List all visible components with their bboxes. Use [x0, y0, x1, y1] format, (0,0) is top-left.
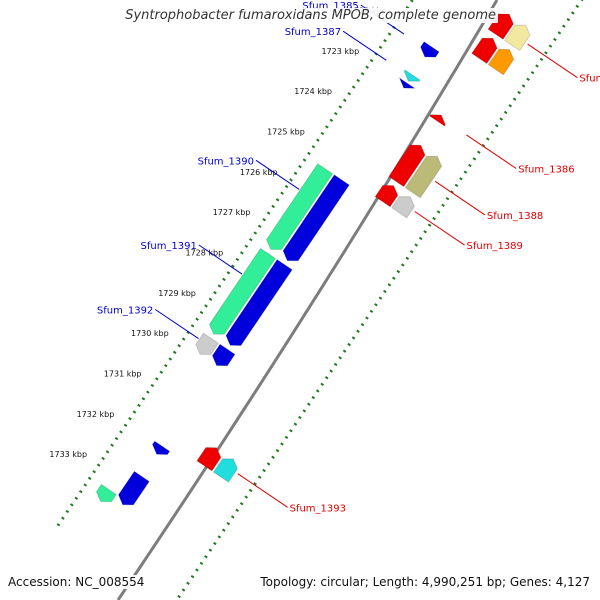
gene-label-sfum_1384[interactable]: Sfum_1384 [579, 74, 600, 85]
gene-label-sfum_1387[interactable]: Sfum_1387 [285, 27, 341, 38]
gene-g-1393-red[interactable] [196, 446, 222, 472]
kbp-tick-label: 1731 kbp [104, 370, 142, 379]
gene-features [95, 13, 531, 506]
callout-line [237, 473, 288, 508]
kbp-tick-label: 1730 kbp [131, 329, 169, 338]
genome-summary-text: Topology: circular; Length: 4,990,251 bp… [260, 575, 590, 589]
gene-g-1393-cyan[interactable] [212, 458, 239, 483]
kbp-tick-label: 1732 kbp [77, 410, 115, 419]
gene-g-1384-yellow[interactable] [504, 24, 531, 52]
kbp-tick-label: 1729 kbp [158, 289, 196, 298]
gene-g-1389-grey[interactable] [391, 196, 415, 219]
gene-label-sfum_1385[interactable]: Sfum_1385 [302, 1, 358, 12]
gene-label-sfum_1390[interactable]: Sfum_1390 [198, 156, 254, 167]
callout-line [342, 30, 387, 61]
callout-line [414, 211, 465, 246]
callout-line [198, 244, 243, 275]
kbp-tick-label: 1725 kbp [267, 128, 305, 137]
gene-label-sfum_1391[interactable]: Sfum_1391 [140, 241, 196, 252]
gene-g-1392-grey[interactable] [195, 332, 219, 356]
gene-g-1384b-red[interactable] [471, 37, 498, 65]
gene-label-sfum_1386[interactable]: Sfum_1386 [518, 165, 574, 176]
gene-g-1391-green[interactable] [208, 247, 277, 335]
kbp-tick-label: 1726 kbp [240, 168, 278, 177]
accession-text: Accession: NC_008554 [8, 575, 145, 589]
gene-label-sfum_1388[interactable]: Sfum_1388 [487, 211, 543, 222]
gene-g-1390-blue[interactable] [282, 174, 350, 262]
gene-g-1387-cyan[interactable] [403, 69, 421, 82]
gene-g-1390-green[interactable] [265, 163, 334, 251]
gene-g-1391-blue[interactable] [225, 258, 293, 347]
gene-g-1389-red[interactable] [374, 184, 399, 208]
gene-g-bottom-green[interactable] [95, 483, 117, 503]
kbp-tick-label: 1727 kbp [213, 208, 251, 217]
gene-g-1385[interactable] [420, 41, 440, 58]
gene-g-1384b-orange[interactable] [487, 48, 515, 76]
gene-g-1388-red[interactable] [388, 144, 426, 188]
kbp-tick-label: 1733 kbp [49, 450, 87, 459]
gene-g-bottom-blue[interactable] [117, 470, 150, 506]
gene-g-1386[interactable] [428, 114, 446, 127]
gene-g-1387-blue[interactable] [398, 76, 417, 89]
gene-g-1392-blue[interactable] [211, 343, 236, 367]
callout-line [155, 309, 199, 340]
gene-label-sfum_1389[interactable]: Sfum_1389 [467, 241, 523, 252]
callout-line [466, 134, 517, 169]
callout-line [527, 43, 578, 79]
genome-title: Syntrophobacter fumaroxidans MPOB, compl… [0, 8, 498, 23]
kbp-tick-label: 1723 kbp [321, 47, 359, 56]
gene-labels: Sfum_1384 Sfum_1385 Sfum_1386 Sfum_1387 Sfum… [97, 1, 600, 514]
gene-g-1392b[interactable] [151, 440, 171, 456]
kbp-tick-label: 1724 kbp [294, 87, 332, 96]
gene-label-sfum_1392[interactable]: Sfum_1392 [97, 306, 153, 317]
callout-line [434, 180, 486, 216]
gene-g-1388-khaki[interactable] [404, 155, 443, 199]
genome-backbone [116, 0, 499, 600]
right-dotted-guide [174, 0, 584, 600]
callout-line [255, 159, 300, 190]
kbp-tick-label: 1728 kbp [185, 249, 223, 258]
gene-label-sfum_1393[interactable]: Sfum_1393 [290, 503, 346, 514]
